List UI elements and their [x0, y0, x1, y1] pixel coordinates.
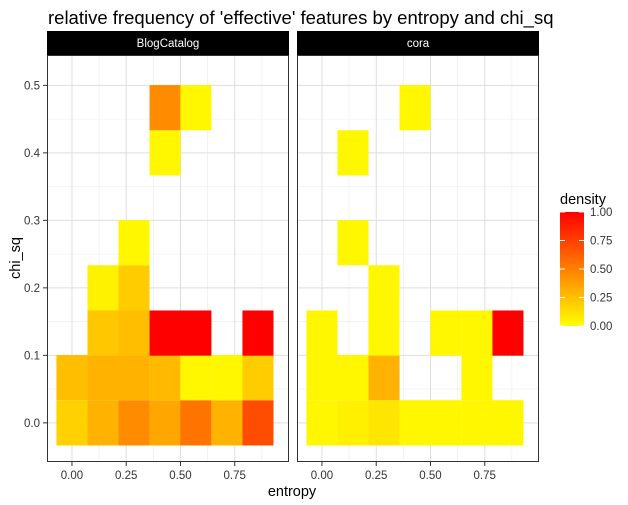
- heatmap-tile: [211, 355, 243, 401]
- legend-tick-label: 0.25: [590, 293, 612, 305]
- heatmap-tile: [242, 400, 274, 446]
- heatmap-tile: [118, 310, 150, 356]
- facet-strip-label: cora: [407, 38, 430, 50]
- y-axis-title: chi_sq: [8, 237, 24, 279]
- heatmap-tile: [242, 355, 274, 401]
- heatmap-tile: [306, 355, 338, 401]
- y-tick-label: 0.1: [24, 350, 40, 362]
- heatmap-tile: [211, 400, 243, 446]
- heatmap-tile: [180, 85, 212, 131]
- legend-tick-label: 0.00: [590, 321, 612, 333]
- heatmap-tile: [87, 400, 119, 446]
- heatmap-tile: [399, 400, 431, 446]
- heatmap-tile: [461, 355, 493, 401]
- x-tick-label: 0.00: [311, 470, 333, 482]
- heatmap-tile: [492, 400, 524, 446]
- panels-layer: BlogCatalog 0.00 0.25 0.50 0.75 cora 0.00 0.25 0…: [47, 31, 539, 482]
- heatmap-tile: [118, 400, 150, 446]
- panel-border: [47, 55, 289, 462]
- y-tick-label: 0.2: [24, 283, 40, 295]
- x-tick-label: 0.50: [169, 470, 191, 482]
- x-axis-title: entropy: [268, 484, 317, 500]
- panel-border: [297, 55, 539, 462]
- y-tick-label: 0.5: [24, 80, 40, 92]
- heatmap-tile: [368, 265, 400, 311]
- heatmap-tile: [118, 220, 150, 266]
- heatmap-tile: [87, 310, 119, 356]
- x-tick-label: 0.25: [115, 470, 137, 482]
- heatmap-tile: [399, 85, 431, 131]
- heatmap-tile: [87, 265, 119, 311]
- heatmap-tile: [306, 400, 338, 446]
- heatmap-tile: [337, 130, 369, 176]
- heatmap-tile: [180, 400, 212, 446]
- heatmap-tile: [149, 130, 181, 176]
- heatmap-tile: [180, 355, 212, 401]
- y-tick-label: 0.3: [24, 215, 40, 227]
- heatmap-tile: [461, 310, 493, 356]
- facet-panel-cora: cora 0.00 0.25 0.50 0.75: [297, 31, 539, 482]
- heatmap-tile: [368, 310, 400, 356]
- facet-strip: [47, 31, 289, 55]
- legend-title: density: [560, 192, 607, 208]
- heatmap-tile: [118, 265, 150, 311]
- y-tick-label: 0.0: [24, 418, 40, 430]
- heatmap-tile: [149, 400, 181, 446]
- heatmap-tile: [180, 310, 212, 356]
- heatmap-tile: [56, 400, 88, 446]
- heatmap-tile: [306, 310, 338, 356]
- heatmap-tile: [430, 400, 462, 446]
- facet-panel-blogcatalog: BlogCatalog 0.00 0.25 0.50 0.75: [47, 31, 289, 482]
- heatmap-tile: [430, 310, 462, 356]
- facet-strip: [297, 31, 539, 55]
- x-tick-label: 0.25: [365, 470, 387, 482]
- legend-tick-label: 0.50: [590, 264, 612, 276]
- heatmap-tile: [56, 355, 88, 401]
- heatmap-tile: [337, 220, 369, 266]
- heatmap-tile: [118, 355, 150, 401]
- legend-tick-label: 1.00: [590, 207, 612, 219]
- heatmap-tile: [149, 85, 181, 131]
- heatmap-tile: [149, 310, 181, 356]
- heatmap-tile: [337, 355, 369, 401]
- heatmap-tile: [492, 310, 524, 356]
- heatmap-tile: [337, 400, 369, 446]
- x-tick-label: 0.75: [474, 470, 496, 482]
- heatmap-tile: [87, 355, 119, 401]
- chart-title: relative frequency of 'effective' featur…: [48, 7, 554, 29]
- x-tick-label: 0.00: [61, 470, 83, 482]
- x-tick-label: 0.50: [419, 470, 441, 482]
- heatmap-tile: [149, 355, 181, 401]
- color-legend: density 0.00 0.25 0.50 0.75 1.00: [560, 192, 612, 333]
- heatmap-tile: [368, 400, 400, 446]
- y-axis: 0.0 0.1 0.2 0.3 0.4 0.5: [24, 80, 47, 430]
- legend-tick-label: 0.75: [590, 236, 612, 248]
- heatmap-tile: [461, 400, 493, 446]
- facet-strip-label: BlogCatalog: [137, 38, 200, 50]
- x-tick-label: 0.75: [224, 470, 246, 482]
- heatmap-tile: [368, 355, 400, 401]
- y-tick-label: 0.4: [24, 148, 41, 160]
- heatmap-tile: [242, 310, 274, 356]
